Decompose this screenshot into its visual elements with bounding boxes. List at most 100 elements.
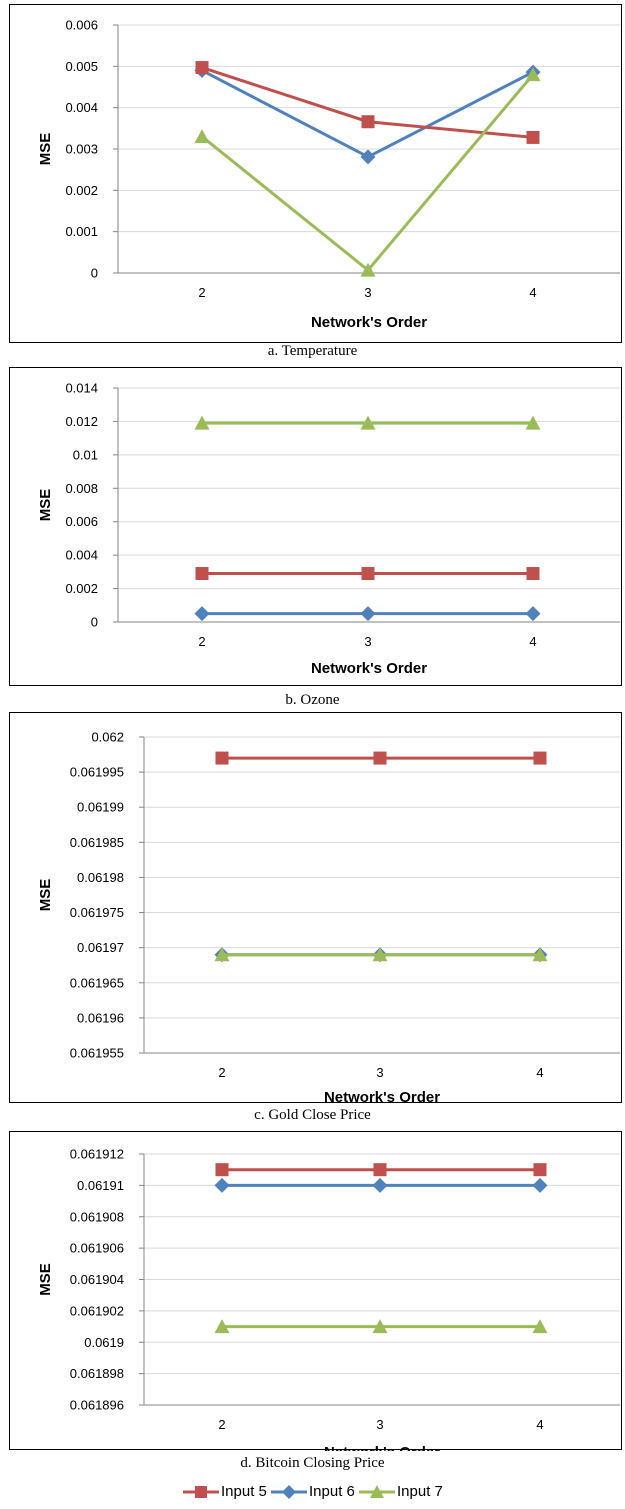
- y-tick-label: 0.001: [65, 224, 98, 239]
- x-tick-label: 4: [536, 1417, 543, 1432]
- data-point-input-5: [526, 567, 540, 581]
- x-axis-title: Network's Order: [324, 1444, 440, 1451]
- data-point-input-7: [532, 947, 548, 962]
- data-point-input-6: [525, 606, 541, 622]
- chart-frame: 0 0.002 0.004 0.006 0.008 0.01 0.012 0.014 2 3 4 Ne…: [9, 367, 622, 686]
- y-tick-label: 0.06198: [77, 870, 124, 885]
- data-point-input-7: [194, 415, 210, 430]
- chart-svg: 0 0.001 0.002 0.003 0.004 0.005 0.006 2 3 4 Networ…: [37, 18, 620, 331]
- legend-swatch-input-5: [183, 1486, 219, 1498]
- x-tick-label: 2: [218, 1065, 225, 1080]
- chart-legend: Input 5 Input 6 Input 7: [0, 1480, 625, 1504]
- y-axis-title: MSE: [37, 879, 54, 912]
- y-axis-title: MSE: [37, 489, 54, 522]
- data-point-input-5: [361, 115, 375, 129]
- y-axis-title: MSE: [37, 1263, 54, 1296]
- y-tick-label: 0.061908: [70, 1209, 124, 1224]
- data-point-input-6: [214, 1177, 230, 1193]
- y-tick-label: 0.014: [65, 381, 98, 396]
- legend-label: Input 6: [309, 1483, 355, 1500]
- x-axis-title: Network's Order: [311, 314, 427, 331]
- y-axis-title: MSE: [37, 133, 54, 166]
- data-point-input-5: [195, 61, 209, 75]
- y-tick-label: 0.06199: [77, 800, 124, 815]
- chart-caption: a. Temperature: [267, 343, 358, 359]
- data-point-input-6: [194, 606, 210, 622]
- chart-caption: d. Bitcoin Closing Price: [240, 1455, 385, 1471]
- data-point-input-7: [372, 1319, 388, 1334]
- chart-caption: b. Ozone: [285, 692, 340, 708]
- y-tick-label: 0: [91, 266, 98, 281]
- legend-label: Input 5: [221, 1483, 267, 1500]
- data-point-input-5: [361, 567, 375, 581]
- series-input-5: [195, 61, 540, 144]
- data-point-input-7: [532, 1319, 548, 1334]
- y-tick-label: 0.01: [73, 447, 98, 462]
- chart-frame: 0 0.001 0.002 0.003 0.004 0.005 0.006 2 3 4 Networ…: [9, 4, 622, 343]
- data-point-input-6: [360, 606, 376, 622]
- legend-swatch-input-7: [359, 1485, 395, 1498]
- y-tick-label: 0.0619: [84, 1335, 124, 1350]
- y-tick-label: 0.061902: [70, 1303, 124, 1318]
- y-tick-label: 0.061965: [70, 975, 124, 990]
- y-tick-label: 0.06196: [77, 1010, 124, 1025]
- chart-caption: c. Gold Close Price: [254, 1107, 371, 1123]
- data-point-input-5: [533, 751, 547, 765]
- data-point-input-7: [525, 415, 541, 430]
- y-tick-label: 0.061904: [70, 1272, 124, 1287]
- legend-label: Input 7: [397, 1483, 443, 1500]
- y-tick-label: 0.002: [65, 183, 98, 198]
- data-point-input-5: [215, 1163, 229, 1177]
- data-point-input-6: [360, 149, 376, 165]
- x-tick-label: 2: [198, 634, 205, 649]
- x-tick-label: 3: [376, 1065, 383, 1080]
- data-point-input-6: [372, 1177, 388, 1193]
- x-axis-title: Network's Order: [324, 1089, 440, 1104]
- y-tick-label: 0.003: [65, 142, 98, 157]
- series-input-7: [194, 415, 541, 430]
- chart-svg: 0.061955 0.06196 0.061965 0.06197 0.061975 0.…: [37, 730, 620, 1104]
- series-input-5: [195, 567, 540, 581]
- y-tick-label: 0.061912: [70, 1147, 124, 1162]
- y-tick-label: 0.06191: [77, 1178, 124, 1193]
- series-input-5: [215, 751, 547, 765]
- y-tick-label: 0: [91, 615, 98, 630]
- y-tick-label: 0.004: [65, 100, 98, 115]
- data-point-input-7: [372, 947, 388, 962]
- data-point-input-5: [195, 567, 209, 581]
- x-tick-label: 2: [218, 1417, 225, 1432]
- y-tick-label: 0.061896: [70, 1398, 124, 1413]
- x-tick-label: 4: [529, 285, 536, 300]
- chart-frame: 0.061896 0.061898 0.0619 0.061902 0.061904 0.…: [9, 1131, 622, 1451]
- x-tick-label: 3: [376, 1417, 383, 1432]
- legend-swatch-input-6: [271, 1485, 307, 1499]
- data-point-input-5: [373, 1163, 387, 1177]
- y-tick-label: 0.002: [65, 581, 98, 596]
- data-point-input-6: [532, 1177, 548, 1193]
- series-line-input-7: [201, 73, 535, 273]
- data-point-input-5: [526, 130, 540, 144]
- y-tick-label: 0.006: [65, 18, 98, 33]
- x-tick-label: 3: [364, 634, 371, 649]
- chart-svg: 0.061896 0.061898 0.0619 0.061902 0.061904 0.…: [37, 1147, 620, 1451]
- data-point-input-7: [214, 1319, 230, 1334]
- y-tick-label: 0.005: [65, 59, 98, 74]
- data-point-input-7: [194, 129, 210, 144]
- data-point-input-5: [533, 1163, 547, 1177]
- y-tick-label: 0.061995: [70, 765, 124, 780]
- y-tick-label: 0.004: [65, 548, 98, 563]
- y-tick-label: 0.061906: [70, 1241, 124, 1256]
- data-point-input-7: [525, 67, 541, 82]
- y-tick-label: 0.06197: [77, 940, 124, 955]
- x-tick-label: 2: [198, 285, 205, 300]
- x-tick-label: 4: [529, 634, 536, 649]
- series-input-6: [214, 1177, 548, 1193]
- data-point-input-7: [214, 947, 230, 962]
- data-point-input-5: [215, 751, 229, 765]
- chart-frame: 0.061955 0.06196 0.061965 0.06197 0.061975 0.…: [9, 712, 622, 1104]
- x-tick-label: 3: [364, 285, 371, 300]
- series-input-5: [215, 1163, 547, 1177]
- y-tick-label: 0.012: [65, 414, 98, 429]
- y-tick-label: 0.062: [91, 730, 124, 745]
- y-tick-label: 0.006: [65, 514, 98, 529]
